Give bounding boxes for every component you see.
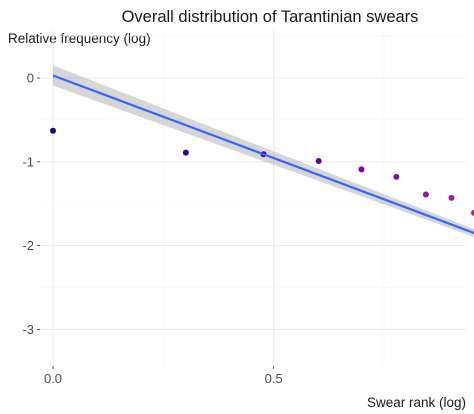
grid bbox=[40, 30, 466, 366]
data-point bbox=[422, 191, 429, 198]
chart-title: Overall distribution of Tarantinian swea… bbox=[122, 8, 419, 26]
fit-line-group bbox=[52, 74, 474, 235]
data-point bbox=[358, 166, 365, 173]
axes: 0.00.51.01.50-1-2-3 bbox=[22, 71, 283, 387]
y-tick-label: -3 bbox=[22, 322, 34, 337]
y-axis-label: Relative frequency (log) bbox=[8, 31, 151, 46]
data-point bbox=[471, 209, 474, 216]
plot-area bbox=[40, 30, 474, 366]
y-tick-label: -1 bbox=[22, 154, 34, 169]
data-point bbox=[448, 194, 455, 201]
fit-line bbox=[52, 74, 474, 235]
data-point bbox=[182, 149, 189, 156]
y-tick-label: 0 bbox=[27, 71, 34, 86]
x-axis-label: Swear rank (log) bbox=[367, 395, 466, 410]
x-tick-label: 0.5 bbox=[265, 371, 283, 386]
confidence-band bbox=[53, 65, 474, 237]
data-point bbox=[393, 173, 400, 180]
data-point bbox=[315, 157, 322, 164]
data-point bbox=[50, 127, 56, 134]
confidence-ribbon bbox=[53, 65, 474, 237]
x-tick-label: 0.0 bbox=[44, 371, 62, 386]
y-tick-label: -2 bbox=[22, 238, 34, 253]
points bbox=[50, 127, 474, 216]
